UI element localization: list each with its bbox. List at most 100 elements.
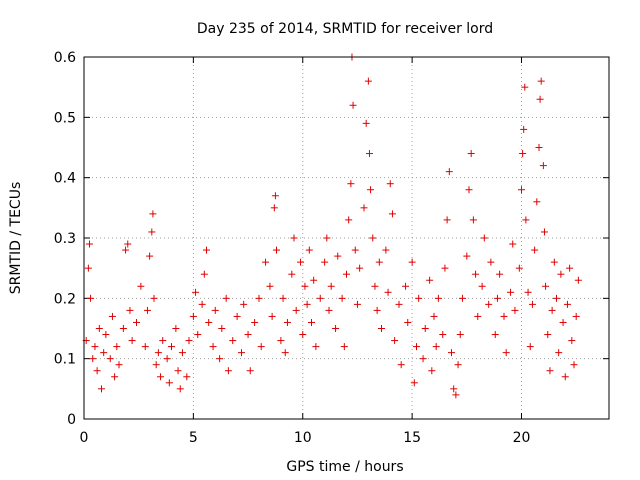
data-point [297,258,305,266]
data-point [325,306,333,314]
data-point [528,300,536,308]
data-point [521,83,529,91]
data-point [327,282,335,290]
data-point [445,168,453,176]
data-point [566,264,574,272]
data-point [371,282,379,290]
data-point [255,294,263,302]
data-point [343,270,350,278]
data-point [522,216,530,224]
data-point [185,337,193,345]
data-point [463,252,471,260]
grid [84,57,609,419]
data-point [271,192,279,200]
data-point [540,228,548,236]
data-point [301,282,309,290]
data-point [277,337,285,345]
data-point [369,234,377,242]
data-point [388,210,396,218]
data-point [150,294,158,302]
data-point [312,343,320,351]
data-point [137,282,145,290]
data-point [292,306,300,314]
data-point [384,288,392,296]
data-point [448,349,455,357]
y-tick-label: 0.2 [54,291,76,307]
data-point [149,210,157,218]
data-point [548,306,556,314]
data-point [224,367,232,375]
data-point [351,246,359,254]
data-point [305,246,313,254]
y-tick-label: 0.1 [54,352,76,368]
data-point [536,95,544,103]
data-point [119,325,127,332]
data-point [218,325,226,332]
data-point [509,240,517,248]
data-point [480,234,488,242]
data-point [257,343,265,351]
data-point [487,258,495,266]
data-point [520,125,528,133]
data-point [84,264,92,272]
data-point [375,258,383,266]
data-point [421,325,429,332]
data-point [360,204,368,212]
data-point [537,77,545,85]
data-point [485,300,493,308]
data-point [441,264,449,272]
data-point [474,312,482,320]
data-point [209,343,217,351]
data-point [126,306,134,314]
data-point [458,294,466,302]
plot-frame [83,56,610,420]
data-point [419,355,427,363]
data-point [434,294,442,302]
data-point [544,331,552,339]
data-point [555,349,563,357]
data-point [432,343,440,351]
data-point [100,349,108,357]
data-point [426,276,434,284]
data-point [410,379,418,387]
data-point [507,288,515,296]
data-point [391,337,399,345]
data-point [365,150,373,158]
data-point [454,361,462,369]
data-point [244,331,252,339]
data-point [356,264,364,272]
data-point [519,150,527,158]
data-point [572,312,580,320]
data-point [367,186,375,194]
data-point [205,318,213,326]
data-point [332,325,340,332]
data-point [321,258,329,266]
data-point [386,180,394,188]
data-point [115,361,123,369]
data-point [108,312,116,320]
data-point [550,258,558,266]
data-point [364,77,372,85]
data-point [266,282,274,290]
data-point [198,300,206,308]
data-point [183,373,191,381]
y-tick-label: 0.5 [54,110,76,126]
y-axis-label: SRMTID / TECUs [8,182,24,295]
data-point [159,337,167,345]
data-point [299,331,307,339]
data-point [539,162,547,170]
x-tick-label: 10 [294,430,312,446]
data-point [251,318,259,326]
data-point [270,204,278,212]
data-point [200,270,208,278]
x-axis-label: GPS time / hours [286,459,403,475]
data-point [229,337,237,345]
data-point [338,294,346,302]
data-point [281,349,289,357]
data-point [524,288,532,296]
data-point [87,294,95,302]
data-point [561,373,569,381]
data-point [570,361,578,369]
data-point [174,367,182,375]
